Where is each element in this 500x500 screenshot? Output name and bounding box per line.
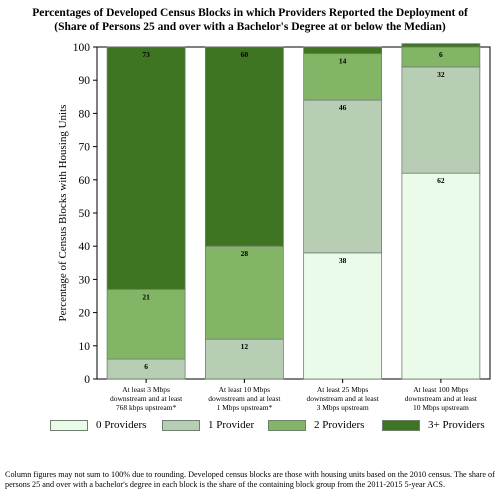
bar-segment: [401, 66, 481, 174]
legend-swatch-2-providers: [268, 419, 306, 431]
legend-label-0-providers: 0 Providers: [96, 419, 147, 431]
legend-item-2-providers: 2 Providers: [268, 418, 364, 432]
bar-segment: [303, 99, 383, 254]
y-tick-label: 100: [73, 42, 91, 54]
bar-segment: [401, 43, 481, 48]
bar-segment: [303, 252, 383, 380]
y-axis-label: Percentage of Census Blocks with Housing…: [57, 105, 69, 322]
legend-label-2-providers: 2 Providers: [314, 419, 365, 431]
bar-data-label: 6: [144, 362, 148, 371]
bar-data-label: 62: [437, 176, 445, 185]
bar-segment: [106, 288, 186, 360]
bar-data-label: 46: [339, 103, 347, 112]
bar-segment: [106, 46, 186, 290]
bar-data-label: 28: [241, 249, 249, 258]
bar-data-label: 38: [339, 256, 347, 265]
footnote: Column figures may not sum to 100% due t…: [5, 470, 495, 489]
legend-label-3plus-providers: 3+ Providers: [428, 419, 485, 431]
x-tick-label: 1 Mbps upstream*: [216, 403, 272, 412]
stacked-bar-chart: 0 10 20 30 40 50 60 70 80 90 100 Percentage of Cens…: [57, 42, 491, 412]
legend-item-3plus-providers: 3+ Providers: [382, 418, 485, 432]
y-tick-label: 40: [79, 241, 91, 253]
bar-data-label: 60: [241, 50, 249, 59]
y-tick-label: 70: [79, 142, 91, 154]
x-tick-label: 768 kbps upstream*: [116, 403, 177, 412]
y-tick-label: 20: [79, 308, 91, 320]
legend-item-0-providers: 0 Providers: [50, 418, 146, 432]
chart-legend: 0 Providers 1 Provider 2 Providers 3+ Pr…: [50, 418, 490, 432]
bar-data-label: 32: [437, 70, 445, 79]
x-tick-label: At least 100 Mbps: [413, 385, 468, 394]
x-tick-label: downstream and at least: [405, 394, 478, 403]
x-tick-label: At least 10 Mbps: [219, 385, 271, 394]
x-tick-label: downstream and at least: [110, 394, 183, 403]
bar-data-label: 73: [142, 50, 150, 59]
y-tick-label: 80: [79, 108, 91, 120]
y-tick-label: 30: [79, 274, 91, 286]
bar-data-label: 14: [339, 57, 347, 66]
chart-title-line-2: (Share of Persons 25 and over with a Bac…: [54, 21, 446, 33]
x-tick-label: At least 3 Mbps: [122, 385, 170, 394]
bar-segment: [401, 172, 481, 380]
y-tick-label: 10: [79, 341, 91, 353]
x-tick-label: 10 Mbps upstream: [413, 403, 469, 412]
bar-data-label: 21: [142, 292, 150, 301]
bar-data-label: 12: [241, 342, 249, 351]
y-tick-label: 0: [84, 374, 90, 386]
bar-segment: [204, 245, 284, 340]
chart-title-line-1: Percentages of Developed Census Blocks i…: [32, 7, 468, 19]
legend-swatch-3plus-providers: [382, 419, 420, 431]
legend-item-1-provider: 1 Provider: [162, 418, 254, 432]
bar-segment: [204, 338, 284, 380]
bar-data-label: 6: [439, 50, 443, 59]
y-tick-label: 60: [79, 175, 91, 187]
y-tick-label: 90: [79, 75, 91, 87]
x-tick-label: At least 25 Mbps: [317, 385, 369, 394]
x-tick-label: 3 Mbps upstream: [317, 403, 369, 412]
legend-swatch-1-provider: [162, 419, 200, 431]
chart-title: Percentages of Developed Census Blocks i…: [0, 6, 500, 34]
bar-segment: [204, 46, 284, 247]
legend-label-1-provider: 1 Provider: [208, 419, 255, 431]
legend-swatch-0-providers: [50, 419, 88, 431]
y-tick-label: 50: [79, 208, 91, 220]
bar-segment: [303, 53, 383, 101]
bar-segment: [303, 46, 383, 55]
x-tick-label: downstream and at least: [306, 394, 379, 403]
x-tick-label: downstream and at least: [208, 394, 281, 403]
